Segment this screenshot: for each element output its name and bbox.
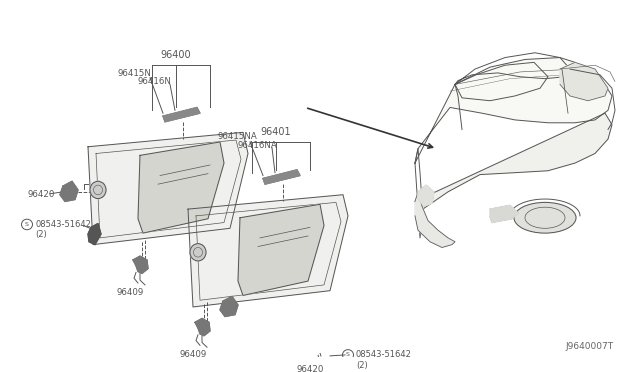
Text: J9640007T: J9640007T: [565, 343, 613, 352]
Text: 96415NA: 96415NA: [218, 132, 258, 141]
Polygon shape: [188, 195, 348, 307]
Text: 96400: 96400: [161, 50, 191, 60]
Polygon shape: [88, 132, 248, 245]
Polygon shape: [455, 62, 548, 101]
Text: S: S: [346, 352, 350, 357]
Polygon shape: [415, 58, 612, 163]
Polygon shape: [415, 113, 612, 211]
Text: 96415N: 96415N: [118, 69, 152, 78]
Text: 96420: 96420: [296, 365, 324, 372]
Text: 96401: 96401: [260, 126, 291, 137]
Polygon shape: [490, 205, 518, 222]
Polygon shape: [418, 185, 434, 206]
Text: S: S: [25, 222, 29, 227]
Ellipse shape: [190, 244, 206, 261]
Text: 96416N: 96416N: [138, 77, 172, 86]
Polygon shape: [415, 192, 455, 247]
Text: 96409: 96409: [116, 288, 143, 297]
Polygon shape: [133, 256, 148, 273]
Text: 96409: 96409: [179, 350, 207, 359]
Polygon shape: [560, 62, 608, 101]
Polygon shape: [138, 142, 224, 233]
Polygon shape: [263, 170, 300, 184]
Polygon shape: [238, 204, 324, 295]
Text: 08543-51642
(2): 08543-51642 (2): [356, 350, 412, 369]
Polygon shape: [195, 318, 210, 336]
Polygon shape: [88, 224, 101, 245]
Ellipse shape: [90, 181, 106, 199]
Polygon shape: [220, 296, 238, 317]
Polygon shape: [163, 108, 200, 122]
Ellipse shape: [514, 202, 576, 233]
Text: 96420: 96420: [28, 190, 56, 199]
Text: 08543-51642
(2): 08543-51642 (2): [35, 220, 91, 239]
Polygon shape: [60, 181, 78, 202]
Text: 96416NA: 96416NA: [238, 141, 278, 150]
